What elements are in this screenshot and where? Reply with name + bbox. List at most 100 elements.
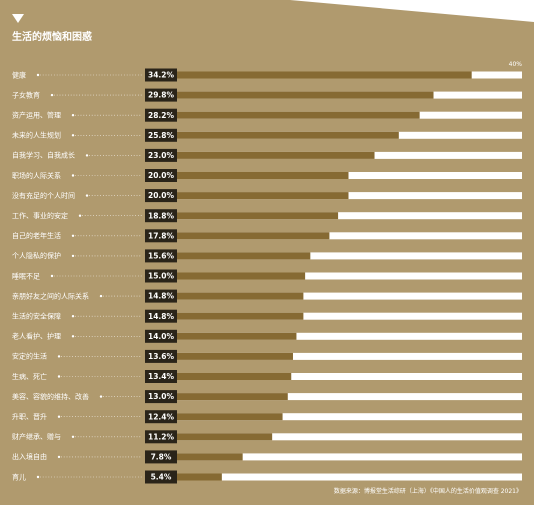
leader-dot: [78, 214, 82, 217]
value-label: 5.4%: [151, 473, 172, 482]
value-label: 14.0%: [148, 332, 175, 341]
bar-track: [175, 352, 522, 360]
value-label: 12.4%: [148, 412, 175, 421]
bar: [175, 292, 304, 300]
value-label-box: [145, 370, 177, 383]
bar-track: [175, 473, 522, 481]
value-label: 20.0%: [148, 171, 175, 180]
value-label: 28.2%: [148, 111, 175, 120]
bar-track: [175, 252, 522, 260]
bar: [175, 332, 297, 340]
value-label: 11.2%: [148, 432, 175, 441]
value-label-box: [145, 209, 177, 223]
category-label: 自我学习、自我成长: [12, 151, 75, 160]
leader-dot: [99, 395, 103, 398]
category-label: 亲朋好友之间的人际关系: [12, 291, 89, 300]
category-label: 工作、事业的安定: [12, 211, 68, 220]
bar-track: [175, 332, 522, 340]
bar-track: [175, 212, 522, 220]
leader-dot: [50, 93, 54, 97]
category-label: 个人隐私的保护: [12, 251, 61, 260]
category-label: 子女教育: [12, 90, 40, 99]
value-label: 23.0%: [148, 151, 175, 160]
bar-track: [175, 373, 522, 380]
bar: [175, 71, 472, 79]
category-label: 育儿: [12, 472, 26, 481]
bar: [175, 373, 292, 380]
value-label-box: [145, 249, 177, 263]
value-label: 29.8%: [148, 91, 175, 100]
leader-dot: [99, 294, 103, 298]
leader-dot: [71, 114, 75, 117]
value-label-box: [145, 169, 177, 182]
category-label: 没有充足的个人时间: [12, 191, 75, 200]
value-label: 17.8%: [148, 231, 175, 240]
bar-track: [175, 312, 522, 320]
bar-track: [175, 272, 522, 280]
value-label-box: [145, 229, 177, 243]
value-label-box: [145, 88, 177, 102]
leader-dot: [50, 274, 54, 278]
header-white-wedge: [290, 0, 534, 22]
bar: [175, 252, 311, 260]
leader-dot: [57, 375, 61, 378]
category-label: 自己的老年生活: [12, 231, 61, 240]
category-label: 出入境自由: [12, 452, 47, 461]
leader-dot: [71, 134, 75, 137]
category-label: 睡眠不足: [12, 272, 40, 280]
bar-track: [175, 413, 522, 421]
bar: [175, 111, 420, 119]
category-label: 资产运用、管理: [12, 111, 61, 120]
leader-dot: [85, 194, 89, 197]
value-label: 13.6%: [148, 352, 175, 361]
triangle-icon: [12, 14, 24, 23]
value-label-box: [145, 148, 177, 162]
bar: [175, 131, 399, 139]
category-label: 升职、晋升: [12, 412, 47, 421]
category-label: 职场的人际关系: [12, 171, 61, 180]
leader-dot: [57, 355, 61, 358]
category-label: 美容、容貌的维持、改善: [12, 392, 89, 401]
bar: [175, 212, 339, 220]
value-label-box: [145, 309, 177, 323]
bar: [175, 151, 375, 159]
value-label: 15.6%: [148, 252, 175, 261]
value-label-box: [145, 128, 177, 142]
value-label: 13.0%: [148, 392, 175, 401]
value-label-box: [145, 410, 177, 424]
bar-track: [175, 453, 522, 461]
value-label: 14.8%: [148, 312, 175, 321]
bar-track: [175, 232, 522, 240]
bar: [175, 473, 222, 481]
bar: [175, 272, 306, 280]
axis-max-label: 40%: [509, 61, 523, 68]
value-label: 34.2%: [148, 71, 175, 80]
bar: [175, 453, 243, 461]
value-label-box: [145, 289, 177, 303]
value-label-box: [145, 430, 177, 444]
value-label: 15.0%: [148, 272, 175, 281]
bar: [175, 393, 288, 401]
value-label-box: [145, 189, 177, 203]
value-label: 18.8%: [148, 211, 175, 220]
bar-track: [175, 393, 522, 401]
bar: [175, 352, 293, 360]
value-label-box: [145, 450, 177, 464]
value-label-box: [145, 108, 177, 122]
category-label: 安定的生活: [12, 352, 47, 361]
bar: [175, 312, 304, 320]
value-label-box: [145, 470, 177, 484]
value-label: 13.4%: [148, 372, 175, 381]
leader-dot: [71, 254, 75, 258]
leader-dot: [71, 435, 75, 438]
category-label: 未来的人生规划: [12, 131, 61, 140]
value-label-box: [145, 349, 177, 363]
value-label: 14.8%: [148, 292, 175, 301]
leader-dot: [57, 455, 61, 459]
value-label-box: [145, 390, 177, 404]
value-label: 7.8%: [151, 453, 172, 462]
category-label: 健康: [12, 70, 26, 79]
category-label: 老人看护、护理: [12, 332, 61, 341]
leader-dot: [36, 73, 40, 77]
value-label-box: [145, 269, 177, 283]
